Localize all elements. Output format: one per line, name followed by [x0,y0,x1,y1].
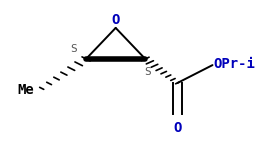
Text: O: O [111,13,120,27]
Text: O: O [173,121,182,135]
Text: S: S [144,67,151,77]
Text: OPr-i: OPr-i [213,57,255,71]
Text: S: S [70,44,77,54]
Text: Me: Me [17,83,34,97]
